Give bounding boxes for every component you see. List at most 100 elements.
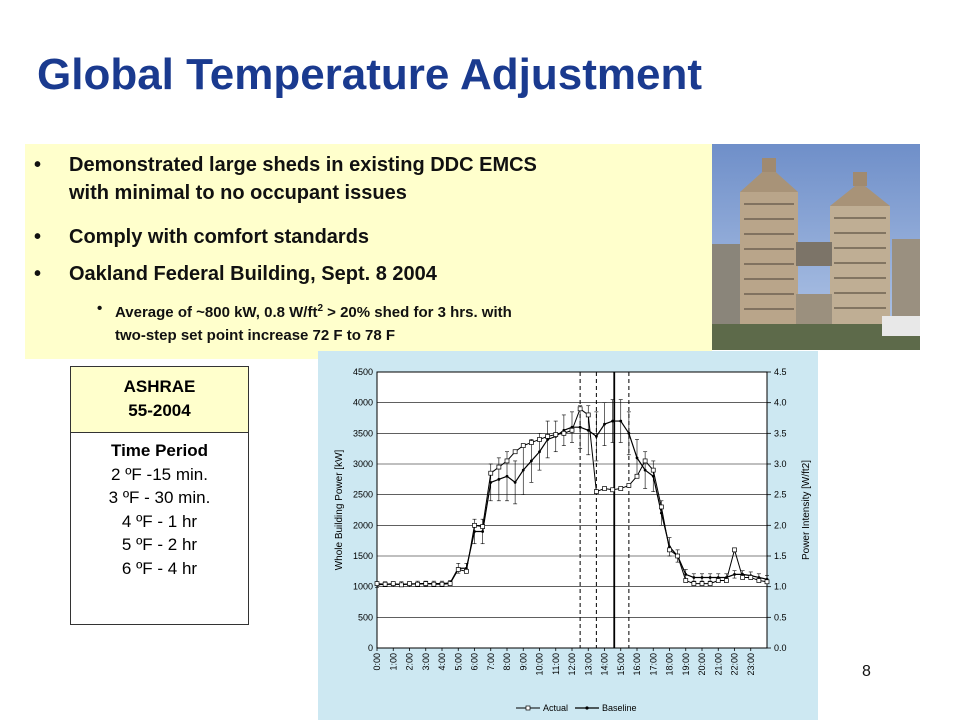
actual-point <box>732 547 737 553</box>
baseline-point <box>603 422 606 426</box>
ashrae-header-line: ASHRAE <box>123 377 196 396</box>
actual-point <box>512 449 518 455</box>
baseline-point <box>643 468 647 472</box>
actual-point <box>520 443 526 448</box>
baseline-point <box>619 419 623 423</box>
baseline-point <box>481 530 485 533</box>
sub-bullet-text: Average of ~800 kW, 0.8 W/ft <box>115 304 318 321</box>
bullet-text-line: with minimal to no occupant issues <box>69 182 407 204</box>
actual-point <box>577 406 583 412</box>
baseline-point <box>757 576 761 579</box>
baseline-point <box>505 474 509 478</box>
baseline-point <box>521 468 525 472</box>
bullet-text-line: Demonstrated large sheds in existing DDC… <box>69 154 537 176</box>
y2-tick-label: 0.0 <box>774 643 787 653</box>
baseline-point <box>611 419 615 423</box>
bullet-item: • Oakland Federal Building, Sept. 8 2004 <box>34 260 699 288</box>
baseline-point <box>594 435 598 438</box>
time-period-title: Time Period <box>111 441 208 460</box>
y2-tick-label: 2.5 <box>774 490 787 500</box>
building-photo-svg <box>712 144 920 350</box>
actual-point <box>407 581 412 586</box>
x-tick-label: 0:00 <box>372 653 382 671</box>
x-tick-label: 1:00 <box>388 653 398 671</box>
ashrae-row: 5 ºF - 2 hr <box>121 535 198 554</box>
x-tick-label: 23:00 <box>746 653 756 676</box>
x-tick-label: 15:00 <box>616 653 626 676</box>
baseline-point <box>497 477 501 481</box>
bullet-dot: • <box>34 226 42 248</box>
baseline-point <box>562 428 566 432</box>
actual-point <box>691 581 697 586</box>
bullet-item: • Comply with comfort standards <box>34 223 699 251</box>
actual-point <box>610 487 615 493</box>
actual-point <box>602 486 607 491</box>
bullet-text-line: Oakland Federal Building, Sept. 8 2004 <box>69 263 437 285</box>
y-tick-label: 0 <box>368 643 373 653</box>
bullet-item: • Demonstrated large sheds in existing D… <box>34 151 699 207</box>
baseline-point <box>684 573 688 576</box>
actual-point <box>480 524 485 529</box>
x-tick-label: 11:00 <box>551 653 561 675</box>
x-tick-label: 8:00 <box>502 653 512 671</box>
bullet-box: • Demonstrated large sheds in existing D… <box>25 144 712 359</box>
x-tick-label: 18:00 <box>665 653 675 676</box>
actual-point <box>382 581 388 587</box>
y-tick-label: 3500 <box>353 428 373 438</box>
y2-axis-label: Power Intensity [W/ft2] <box>801 460 812 560</box>
actual-point <box>707 581 713 586</box>
actual-point <box>439 581 445 587</box>
y2-tick-label: 4.0 <box>774 398 787 408</box>
actual-point <box>667 547 672 553</box>
legend-label-actual: Actual <box>543 703 568 713</box>
actual-point <box>764 579 770 585</box>
baseline-point <box>692 576 696 579</box>
baseline-point <box>716 576 720 579</box>
actual-point <box>642 458 648 464</box>
y2-tick-label: 2.0 <box>774 520 787 530</box>
x-tick-label: 17:00 <box>648 653 658 676</box>
y-tick-label: 1500 <box>353 551 373 561</box>
x-tick-label: 22:00 <box>730 653 740 676</box>
x-tick-label: 2:00 <box>405 653 415 671</box>
actual-point <box>618 486 624 491</box>
actual-point <box>675 553 680 559</box>
ashrae-table: ASHRAE 55-2004 Time Period 2 ºF -15 min.… <box>70 366 249 625</box>
legend-baseline-marker <box>585 706 589 710</box>
baseline-point <box>627 431 631 435</box>
x-tick-label: 5:00 <box>453 653 463 671</box>
y-tick-label: 500 <box>358 612 373 622</box>
actual-point <box>553 432 559 437</box>
actual-point <box>650 467 656 473</box>
actual-point <box>455 567 461 572</box>
legend-label-baseline: Baseline <box>602 703 637 713</box>
actual-point <box>715 578 721 583</box>
x-tick-label: 16:00 <box>632 653 642 676</box>
baseline-point <box>708 576 712 579</box>
baseline-point <box>529 459 533 463</box>
x-tick-label: 4:00 <box>437 653 447 671</box>
slide-title: Global Temperature Adjustment <box>37 50 702 99</box>
x-tick-label: 13:00 <box>583 653 593 676</box>
page-number: 8 <box>862 663 871 680</box>
actual-point <box>740 575 745 580</box>
x-tick-label: 7:00 <box>486 653 496 671</box>
actual-point <box>537 437 542 442</box>
actual-point <box>594 489 599 494</box>
actual-point <box>626 483 632 488</box>
actual-point <box>569 427 575 433</box>
actual-point <box>415 581 420 587</box>
ashrae-header: ASHRAE 55-2004 <box>71 367 248 433</box>
baseline-point <box>489 481 493 484</box>
baseline-point <box>546 438 550 441</box>
actual-point <box>585 412 591 418</box>
y-tick-label: 4500 <box>353 367 373 377</box>
actual-point <box>472 522 477 528</box>
baseline-point <box>635 456 639 460</box>
superscript: 2 <box>317 303 323 314</box>
y-tick-label: 4000 <box>353 398 373 408</box>
actual-point <box>748 575 754 580</box>
actual-point <box>545 434 550 439</box>
actual-point <box>634 473 640 479</box>
x-tick-label: 14:00 <box>600 653 610 676</box>
